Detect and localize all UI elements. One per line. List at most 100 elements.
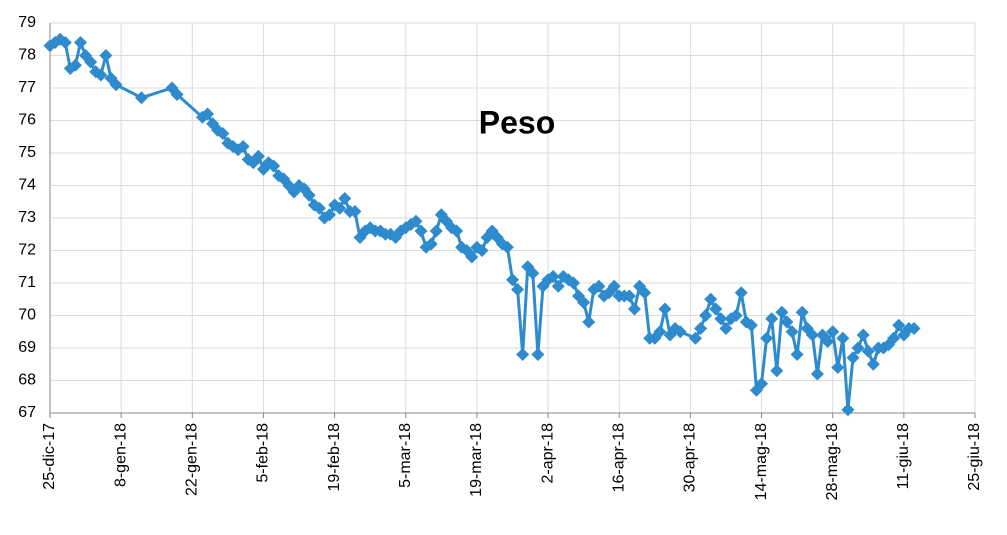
- grid: [49, 22, 976, 418]
- data-point: [414, 224, 428, 238]
- data-point: [506, 273, 519, 287]
- data-point: [511, 283, 525, 296]
- data-point: [688, 331, 702, 345]
- data-point: [170, 88, 184, 101]
- data-point: [409, 214, 423, 228]
- data-point: [755, 377, 769, 391]
- data-point: [516, 348, 530, 361]
- data-point: [795, 305, 809, 319]
- data-point: [760, 331, 774, 345]
- data-point: [821, 335, 835, 348]
- data-point: [546, 270, 560, 283]
- data-point: [714, 312, 728, 326]
- data-point: [622, 289, 636, 303]
- data-point: [236, 140, 250, 153]
- x-tick-label: 8-gen-18: [112, 423, 129, 487]
- data-point: [607, 279, 621, 293]
- data-point: [851, 341, 865, 355]
- data-point: [805, 328, 819, 342]
- data-point: [267, 159, 281, 173]
- data-point: [785, 325, 799, 339]
- x-tick-label: 14-mag-18: [753, 423, 770, 500]
- y-tick-label: 67: [18, 404, 36, 421]
- data-point: [500, 240, 514, 254]
- data-point: [475, 244, 489, 257]
- data-point: [709, 302, 723, 316]
- y-tick-label: 76: [18, 112, 36, 129]
- x-tick-label: 5-feb-18: [255, 423, 272, 483]
- data-point: [592, 279, 606, 293]
- plot: [43, 32, 921, 417]
- x-tick-label: 25-giu-18: [966, 423, 983, 491]
- data-point: [699, 309, 713, 322]
- y-tick-label: 79: [18, 14, 36, 31]
- data-point: [627, 302, 641, 316]
- data-point: [734, 286, 748, 300]
- data-point: [841, 403, 855, 417]
- y-tick-label: 72: [18, 242, 36, 259]
- x-tick-label: 28-mag-18: [824, 423, 841, 500]
- data-point: [338, 192, 352, 205]
- data-point: [694, 322, 708, 335]
- data-point: [68, 58, 82, 72]
- data-point: [775, 305, 789, 319]
- data-point: [826, 325, 840, 339]
- data-point: [251, 149, 265, 163]
- y-tick-label: 71: [18, 274, 36, 291]
- data-point: [744, 318, 758, 332]
- y-tick-label: 70: [18, 307, 36, 324]
- data-point: [658, 302, 672, 316]
- data-point: [582, 315, 596, 329]
- data-point: [450, 224, 464, 238]
- data-point: [94, 68, 108, 82]
- y-tick-label: 68: [18, 372, 36, 389]
- data-point: [526, 266, 540, 280]
- data-point: [836, 331, 850, 345]
- y-tick-label: 77: [18, 79, 36, 96]
- data-point: [312, 201, 326, 215]
- data-point: [719, 322, 733, 335]
- data-point: [134, 91, 148, 105]
- data-point: [770, 364, 784, 378]
- data-point: [704, 292, 718, 306]
- data-point: [790, 348, 804, 361]
- x-tick-label: 2-apr-18: [539, 423, 556, 484]
- data-point: [323, 208, 337, 222]
- data-point: [892, 318, 906, 332]
- data-point: [729, 309, 743, 322]
- data-point: [109, 78, 123, 92]
- data-point: [831, 361, 845, 374]
- data-point: [780, 315, 794, 329]
- data-point: [887, 331, 901, 345]
- data-point: [73, 36, 87, 49]
- y-tick-label: 75: [18, 144, 36, 161]
- data-point: [424, 237, 438, 251]
- y-tick-label: 74: [18, 177, 36, 194]
- data-point: [577, 296, 591, 309]
- data-point: [846, 351, 860, 365]
- data-point: [907, 322, 921, 335]
- data-point: [551, 279, 565, 293]
- data-point: [465, 250, 479, 264]
- data-point: [638, 286, 652, 300]
- y-tick-label: 69: [18, 339, 36, 356]
- x-tick-label: 5-mar-18: [397, 423, 414, 488]
- x-tick-label: 22-gen-18: [184, 423, 201, 496]
- chart-title: Peso: [479, 104, 555, 140]
- data-point: [810, 367, 824, 381]
- x-tick-label: 19-feb-18: [326, 423, 343, 492]
- data-point: [866, 357, 880, 371]
- data-point: [99, 49, 113, 62]
- data-point: [84, 55, 98, 69]
- data-point: [348, 205, 362, 218]
- data-point: [653, 325, 667, 339]
- x-tick-label: 30-apr-18: [682, 423, 699, 492]
- data-point: [333, 201, 347, 215]
- y-tick-label: 73: [18, 209, 36, 226]
- x-tick-label: 11-giu-18: [895, 423, 912, 490]
- data-point: [531, 348, 545, 361]
- data-point: [216, 127, 230, 140]
- data-point: [58, 36, 72, 49]
- data-point: [673, 325, 687, 339]
